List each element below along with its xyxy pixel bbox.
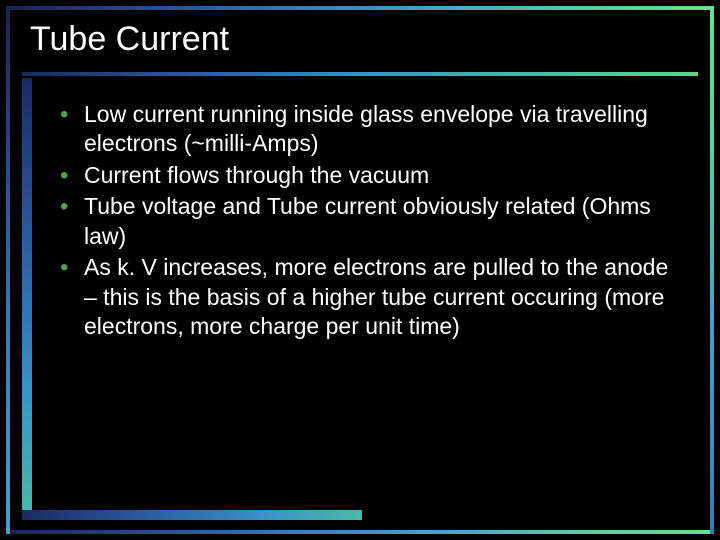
title-underline-accent	[22, 72, 698, 76]
bullet-item: Current flows through the vacuum	[56, 161, 680, 190]
bullet-item: Tube voltage and Tube current obviously …	[56, 192, 680, 251]
left-accent-bar	[22, 78, 32, 520]
bottom-accent-bar	[22, 510, 362, 520]
frame-border-bottom	[6, 530, 714, 534]
frame-border-right	[710, 6, 714, 534]
bullet-item: Low current running inside glass envelop…	[56, 100, 680, 159]
slide-container: Tube Current Low current running inside …	[0, 0, 720, 540]
frame-border-top	[6, 6, 714, 10]
slide-title: Tube Current	[30, 20, 690, 59]
slide-body: Low current running inside glass envelop…	[56, 100, 680, 344]
frame-border-left	[6, 6, 10, 534]
bullet-list: Low current running inside glass envelop…	[56, 100, 680, 342]
bullet-item: As k. V increases, more electrons are pu…	[56, 253, 680, 341]
